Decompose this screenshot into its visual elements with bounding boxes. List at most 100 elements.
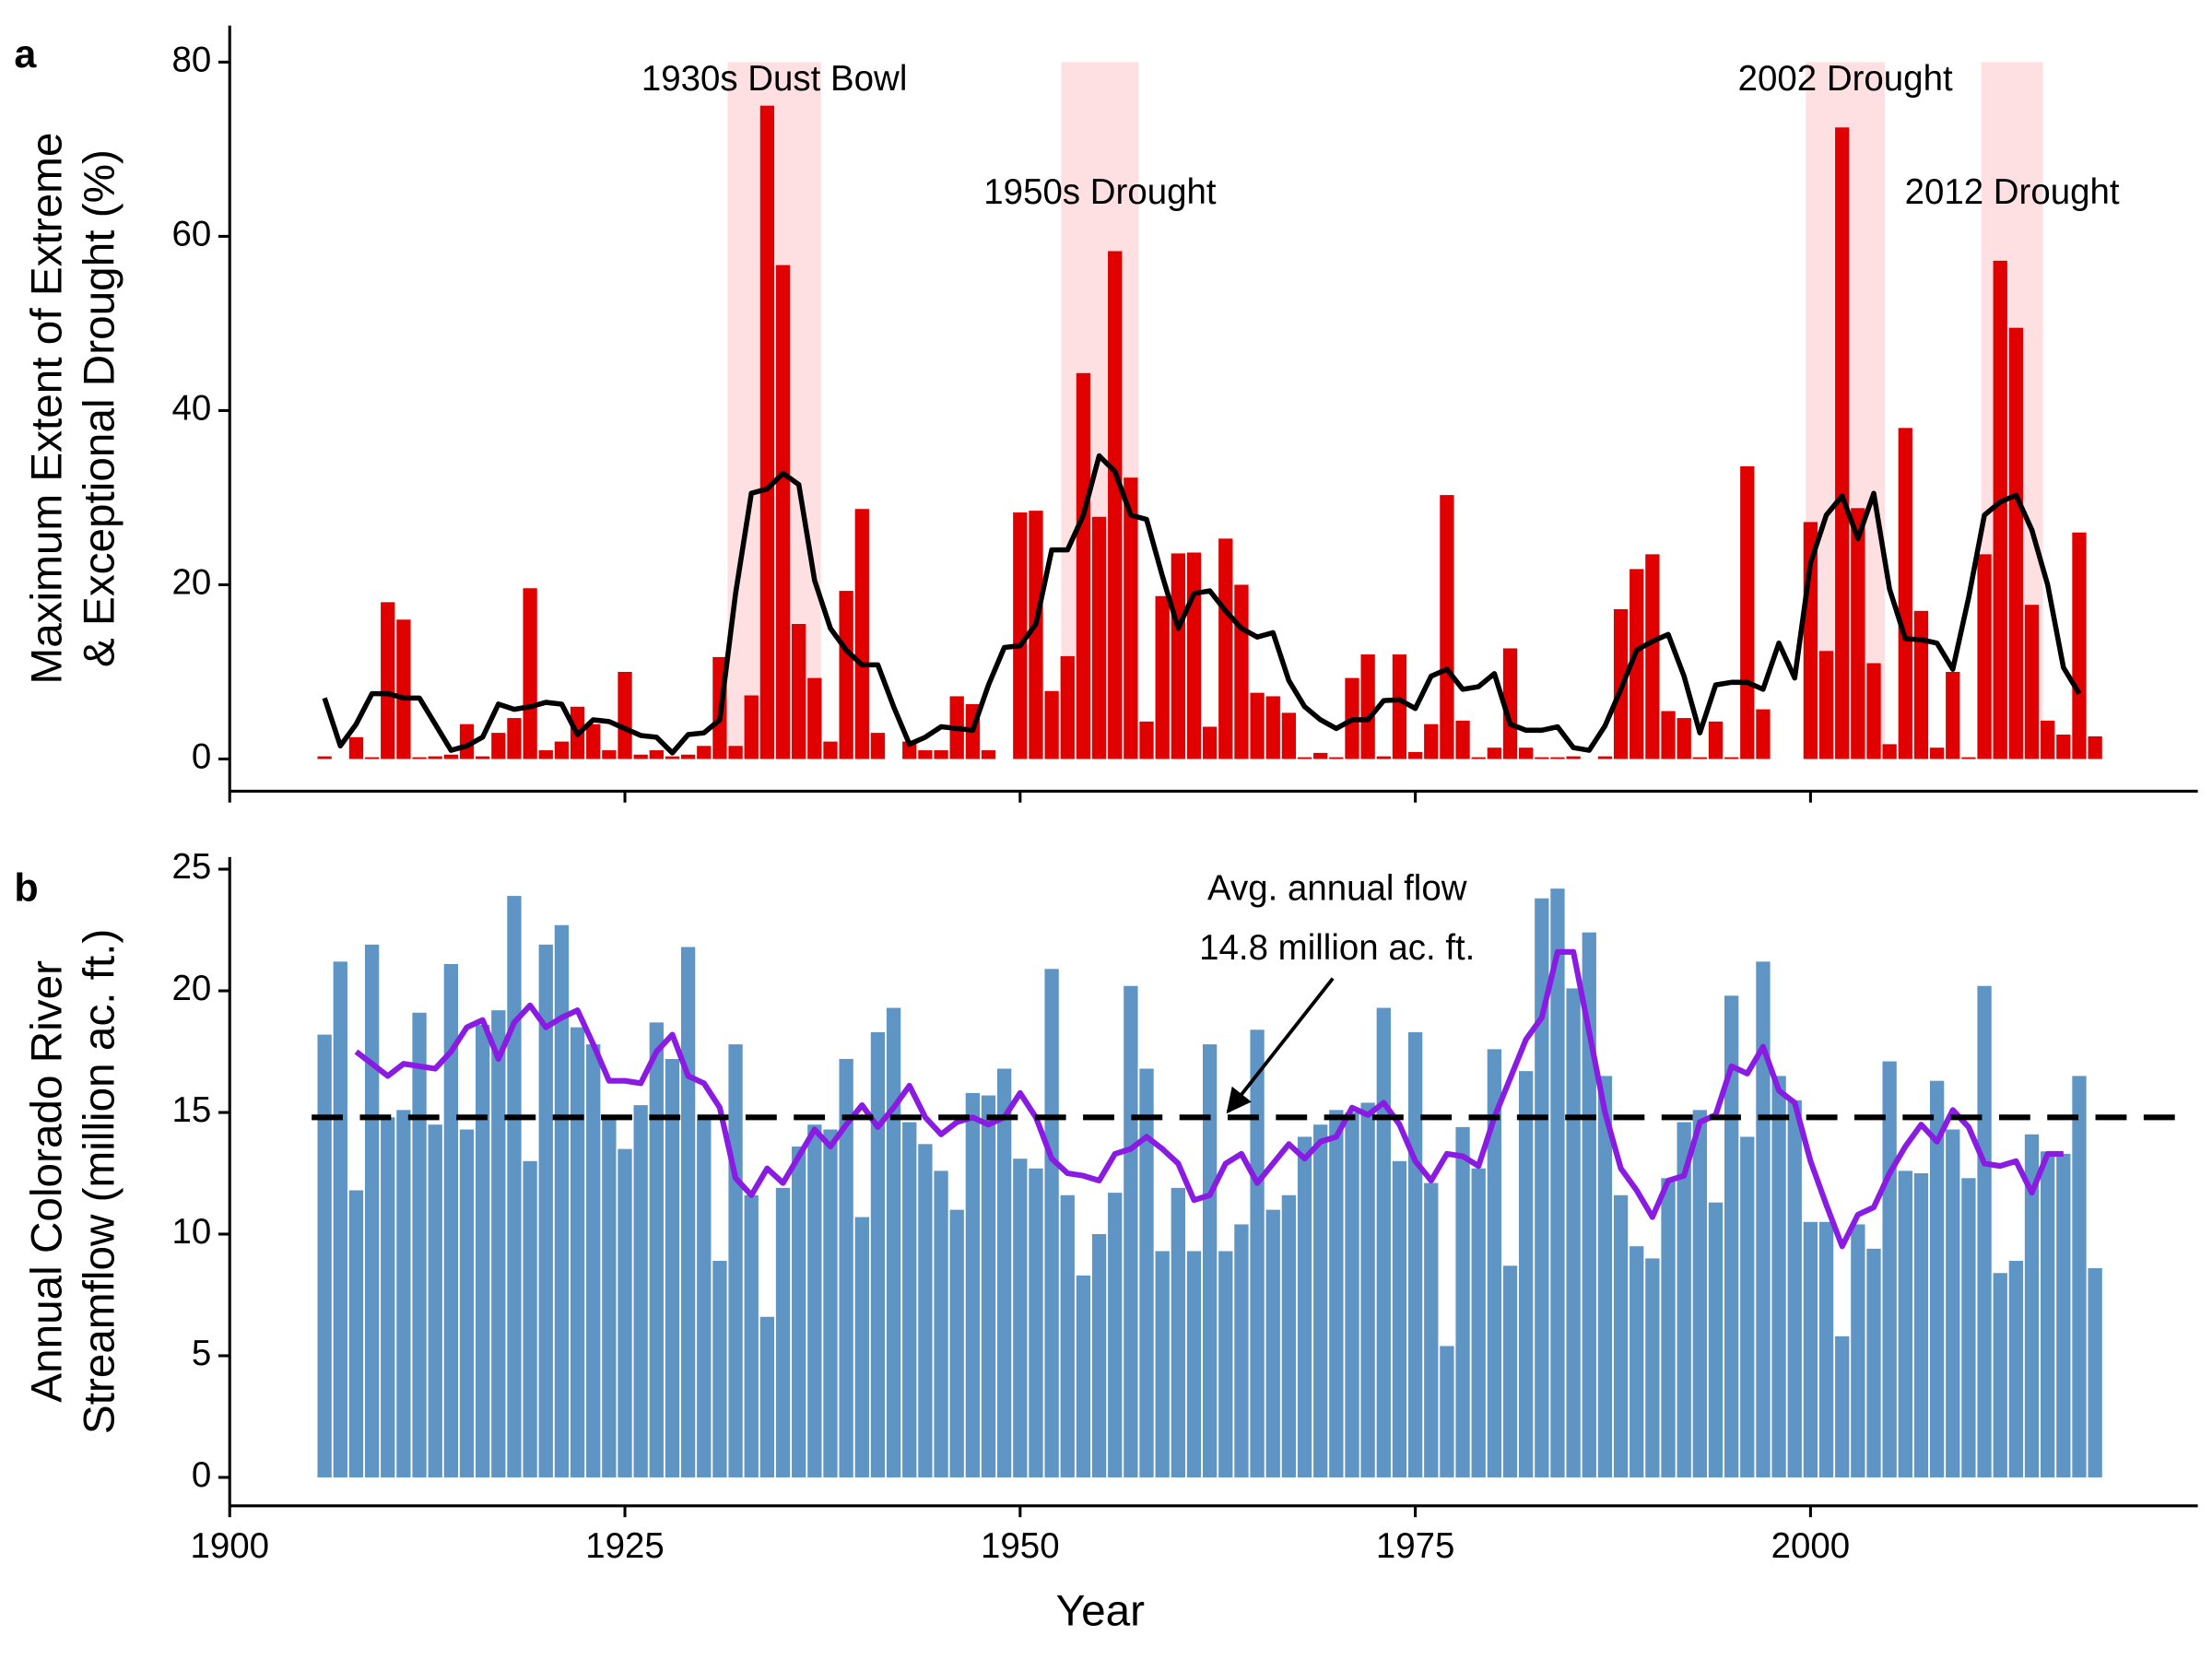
bar (1677, 718, 1691, 759)
bar (1597, 1076, 1613, 1477)
bar (775, 265, 791, 759)
bar (886, 1007, 901, 1477)
bar (1866, 1248, 1881, 1477)
highlight-band (727, 62, 821, 759)
bar (523, 1160, 537, 1477)
y-tick-label: 5 (192, 1334, 211, 1373)
bar (902, 1122, 917, 1477)
bar (823, 741, 838, 759)
panel-letter: a (14, 32, 37, 76)
bar (1013, 1159, 1028, 1477)
bar (1376, 1007, 1391, 1477)
bar (870, 733, 886, 759)
bar (1297, 757, 1312, 759)
bar (902, 741, 917, 759)
trend-line (354, 948, 2064, 1250)
bar (918, 750, 933, 759)
panel: 1930s Dust Bowl 1950s Drought 2002 Drought… (14, 25, 2198, 803)
bar (1630, 1246, 1644, 1477)
bar (918, 1144, 933, 1477)
bar (2056, 735, 2071, 759)
bar (1882, 744, 1897, 759)
y-tick-label: 25 (171, 847, 211, 887)
bar (839, 591, 853, 759)
y-tick-label: 0 (192, 737, 211, 777)
bar (428, 756, 442, 759)
bar (491, 1010, 506, 1477)
x-tick-label: 2000 (1771, 1526, 1851, 1566)
bar (744, 695, 759, 759)
bar (507, 718, 522, 759)
bar (348, 736, 364, 759)
bar (1313, 1124, 1328, 1477)
bar (1487, 1049, 1502, 1477)
bar (1645, 1258, 1660, 1477)
bar (1661, 711, 1676, 759)
bar (1265, 1209, 1280, 1477)
bar (775, 1187, 791, 1477)
bar (1487, 747, 1502, 759)
bar (2056, 1153, 2071, 1477)
bar (1044, 690, 1059, 759)
bar (1724, 757, 1739, 759)
bar (586, 724, 601, 759)
bar (1265, 696, 1280, 759)
bar (1961, 757, 1976, 759)
bar (1913, 610, 1929, 759)
bar (1313, 752, 1328, 759)
bar (934, 750, 948, 759)
bar (1281, 712, 1297, 759)
bar (1329, 757, 1344, 759)
bar (1835, 1335, 1850, 1477)
bar (649, 1022, 664, 1477)
bar (443, 963, 459, 1477)
bar (428, 1124, 442, 1477)
bar (807, 677, 822, 759)
y-tick-label: 20 (171, 969, 211, 1008)
bar (1740, 1136, 1755, 1477)
bar (381, 1117, 395, 1477)
bar (807, 1124, 822, 1477)
bar (1218, 1251, 1233, 1477)
bar (1108, 1193, 1123, 1477)
bar (981, 750, 996, 759)
y-tick-label: 10 (171, 1212, 211, 1252)
bar (1029, 1168, 1043, 1477)
bar (459, 724, 475, 759)
bar (728, 746, 743, 759)
bar (854, 509, 869, 759)
bar (728, 1044, 743, 1477)
bar (1535, 757, 1549, 759)
bar (949, 1209, 964, 1477)
bar (1502, 648, 1518, 759)
bar (507, 896, 522, 1477)
x-tick-label: 1975 (1376, 1526, 1455, 1566)
bar (1076, 372, 1091, 759)
bar (759, 105, 775, 759)
bar (633, 1105, 648, 1477)
bar (665, 756, 680, 759)
y-tick-label: 40 (171, 389, 211, 429)
bar (1044, 969, 1059, 1477)
bar (1091, 516, 1107, 759)
bar (1108, 251, 1123, 759)
bar (712, 1261, 727, 1477)
bar (870, 1031, 886, 1477)
bar (1060, 1194, 1075, 1477)
bar (633, 754, 648, 759)
y-tick-label: 20 (171, 563, 211, 603)
bar (1613, 1194, 1629, 1477)
bar (412, 757, 427, 759)
y-tick-label: 15 (171, 1090, 211, 1130)
bar (1708, 1202, 1724, 1477)
bar (1851, 1224, 1865, 1477)
bar (1360, 654, 1375, 759)
bar (348, 1190, 364, 1477)
bar (1471, 1168, 1486, 1477)
bar (1407, 1031, 1423, 1477)
bar (1060, 655, 1075, 759)
bar (1803, 1221, 1818, 1477)
bar (965, 1092, 981, 1477)
bar (665, 1058, 680, 1477)
bar (1360, 1102, 1375, 1477)
